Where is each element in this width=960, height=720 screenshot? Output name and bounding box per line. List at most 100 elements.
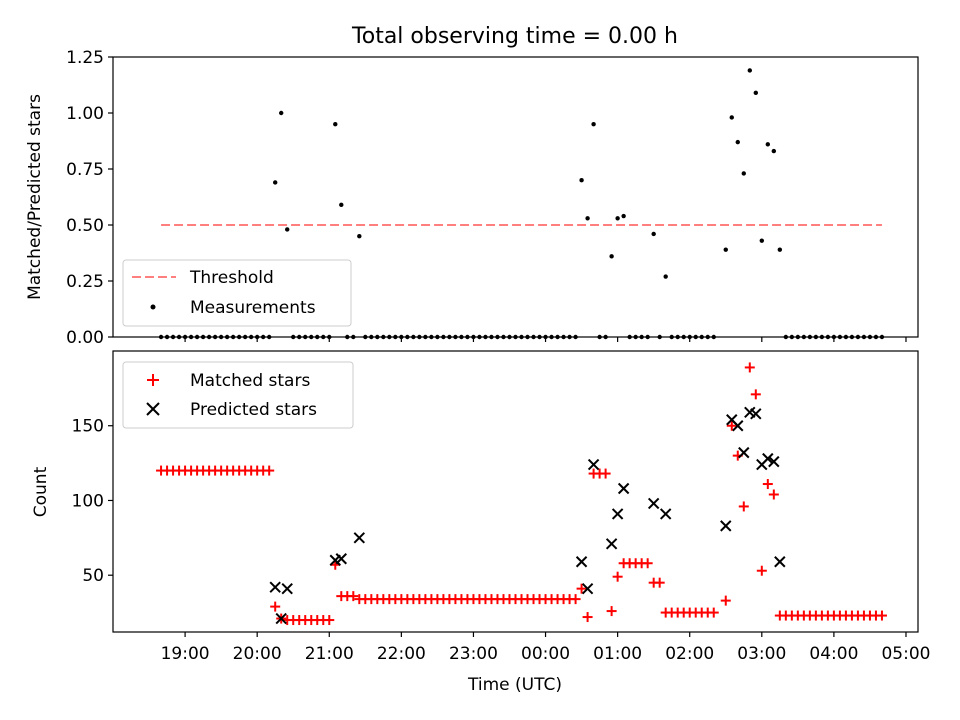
- top-y-tick-label-3: 0.75: [66, 160, 104, 180]
- matched-point-83: [654, 577, 665, 588]
- x-tick-label-1: 20:00: [233, 644, 282, 664]
- predicted-point-21: [762, 452, 774, 465]
- matched-point-18: [264, 465, 275, 476]
- x-axis-label: Time (UTC): [467, 675, 562, 695]
- top-y-tick-label-4: 1.00: [66, 104, 104, 124]
- matched-point-81: [642, 558, 653, 569]
- predicted-point-1: [275, 612, 287, 625]
- predicted-point-16: [732, 420, 744, 432]
- top-y-axis: 0.00 0.25 0.50 0.75 1.00 1.25: [66, 48, 113, 348]
- predicted-point-5: [353, 532, 366, 544]
- x-tick-label-5: 00:00: [521, 644, 570, 664]
- predicted-point-12: [647, 497, 660, 510]
- threshold-legend-label: Threshold: [189, 268, 274, 288]
- measurement-point-21: [285, 227, 290, 232]
- matched-point-70: [576, 583, 587, 594]
- matched-point-98: [750, 389, 761, 400]
- x-tick-label-8: 03:00: [737, 644, 786, 664]
- measurement-point-82: [651, 231, 656, 237]
- predicted-legend-swatch: [146, 402, 160, 416]
- x-tick-label-6: 01:00: [593, 644, 642, 664]
- top-x-axis: [184, 337, 907, 342]
- predicted-point-2: [281, 582, 293, 595]
- matched-point-71: [582, 612, 593, 623]
- measurement-point-97: [747, 68, 752, 73]
- top-axes-frame: [112, 56, 919, 338]
- measurement-point-19: [273, 180, 278, 185]
- predicted-point-13: [659, 508, 672, 520]
- matched-point-100: [762, 479, 773, 490]
- measurement-point-75: [609, 254, 614, 259]
- measurements-legend-swatch: [150, 304, 156, 310]
- matched-point-76: [612, 571, 623, 582]
- bottom-legend: Matched stars Predicted stars: [122, 361, 354, 429]
- measurement-point-77: [621, 213, 626, 219]
- matched-point-92: [708, 607, 719, 618]
- x-tick-label-3: 22:00: [377, 644, 426, 664]
- predicted-point-14: [720, 520, 732, 532]
- top-y-tick-label-1: 0.25: [66, 272, 104, 292]
- matched-point-28: [324, 615, 335, 626]
- measurement-point-76: [615, 216, 620, 221]
- top-plot-marks: [158, 68, 885, 340]
- matched-point-93: [720, 595, 731, 606]
- x-tick-label-0: 19:00: [161, 644, 210, 664]
- bottom-x-axis: 19:00 20:00 21:00 22:00 23:00 00:00 01:00 02:00…: [161, 632, 930, 664]
- measurement-point-96: [741, 171, 746, 176]
- measurement-point-101: [771, 148, 777, 154]
- measurements-legend-label: Measurements: [190, 298, 316, 318]
- bottom-y-axis: 50 100 150: [72, 417, 113, 586]
- matched-point-96: [738, 501, 749, 512]
- matched-legend-swatch: [147, 374, 159, 386]
- bottom-plot-marks: [156, 362, 887, 626]
- predicted-point-23: [774, 556, 786, 568]
- measurement-point-84: [663, 274, 668, 279]
- bottom-y-tick-label-0: 50: [82, 566, 104, 586]
- measurement-point-71: [585, 216, 590, 221]
- x-tick-label-4: 23:00: [449, 644, 498, 664]
- matched-point-101: [768, 489, 779, 500]
- top-y-tick-label-0: 0.00: [66, 328, 104, 348]
- predicted-legend-label: Predicted stars: [190, 400, 317, 420]
- matched-point-19: [270, 601, 281, 612]
- measurement-point-29: [333, 122, 338, 127]
- matched-point-99: [756, 565, 767, 576]
- top-y-axis-label: Matched/Predicted stars: [25, 94, 45, 300]
- measurement-point-20: [279, 110, 284, 116]
- top-y-tick-label-2: 0.50: [66, 216, 104, 236]
- measurement-point-93: [723, 247, 728, 252]
- predicted-point-17: [738, 446, 750, 459]
- predicted-point-4: [335, 553, 347, 565]
- matched-point-69: [570, 594, 581, 605]
- bottom-panel: 50 100 150 19:00 20:00 21:00 22:00 23:00 00:00 0…: [31, 350, 930, 695]
- top-y-tick-label-5: 1.25: [66, 48, 104, 68]
- top-legend: Threshold Measurements: [122, 259, 352, 327]
- matched-point-119: [876, 610, 887, 621]
- matched-point-32: [348, 591, 359, 602]
- top-chart-title: Total observing time = 0.00 h: [351, 24, 678, 49]
- predicted-point-8: [587, 458, 600, 471]
- predicted-point-22: [768, 455, 780, 468]
- x-tick-label-7: 02:00: [665, 644, 714, 664]
- measurement-point-95: [735, 139, 740, 145]
- matched-point-94: [726, 420, 737, 431]
- matched-point-74: [600, 468, 611, 479]
- measurement-point-30: [339, 202, 344, 208]
- measurement-point-33: [357, 234, 362, 239]
- predicted-point-10: [611, 508, 624, 520]
- top-panel: Total observing time = 0.00 h 0.000.250.…: [25, 24, 919, 348]
- bottom-legend-box: [122, 361, 354, 429]
- matched-legend-label: Matched stars: [190, 371, 310, 391]
- predicted-point-7: [581, 582, 594, 595]
- predicted-point-19: [750, 408, 762, 420]
- x-tick-label-10: 05:00: [881, 644, 930, 664]
- x-tick-label-2: 21:00: [305, 644, 354, 664]
- measurement-point-72: [591, 122, 596, 127]
- predicted-point-9: [605, 538, 618, 550]
- measurement-point-94: [729, 115, 734, 120]
- matched-point-75: [606, 606, 617, 617]
- matched-point-97: [744, 362, 755, 373]
- predicted-point-6: [575, 556, 588, 568]
- bottom-y-axis-label: Count: [31, 466, 51, 517]
